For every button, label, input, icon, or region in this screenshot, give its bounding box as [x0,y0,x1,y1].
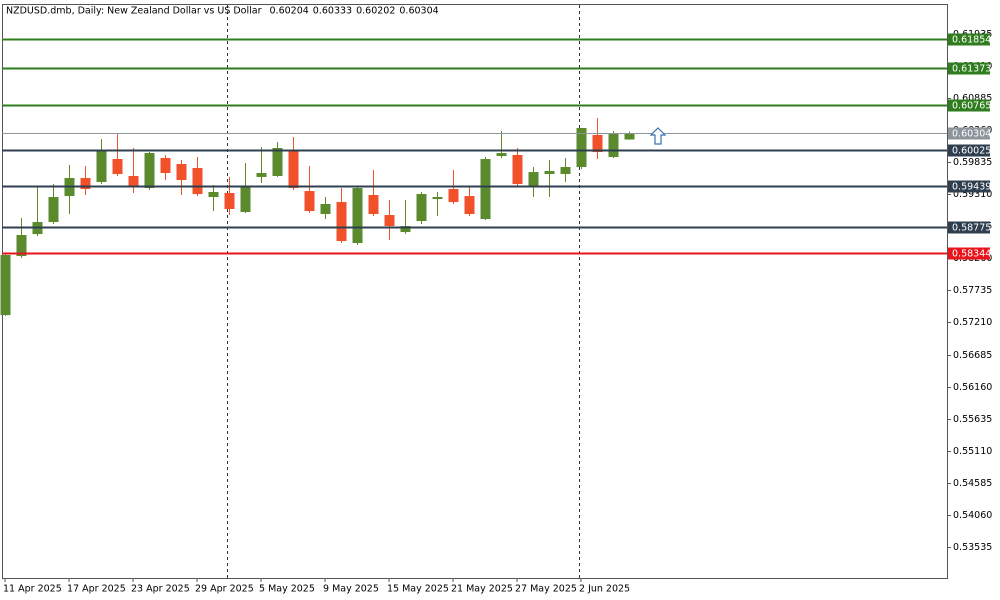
y-tick-label: 0.53535 [953,542,992,553]
candle-body [496,153,507,157]
level-label: 0.58344 [952,249,991,260]
chart-title: NZDUSD.dmb, Daily: New Zealand Dollar vs… [6,6,262,17]
candle-body [112,159,123,174]
candle-body [208,192,219,198]
level-label-box [948,33,990,46]
candle-body [432,197,443,200]
candle-body [608,134,619,158]
level-label: 0.61373 [952,64,991,75]
candle-body [336,202,347,242]
candle-body [176,164,187,181]
candle-body [592,135,603,152]
candle-body [352,188,363,244]
level-label-box [948,221,990,234]
header-value: 0.60333 [313,6,352,17]
x-tick-label: 23 Apr 2025 [131,584,190,595]
candle-body [512,154,523,185]
level-label: 0.61854 [952,35,991,46]
candle-body [464,196,475,215]
x-tick-label: 11 Apr 2025 [3,584,62,595]
candle-body [96,151,107,182]
y-tick-label: 0.55635 [953,414,992,425]
candle-body [160,157,171,174]
candle-body [224,192,235,209]
candle-body [0,255,11,316]
candle-body [80,178,91,190]
candle-body [192,168,203,195]
x-tick-label: 5 May 2025 [259,584,315,595]
x-tick-label: 27 May 2025 [515,584,577,595]
header-value: 0.60204 [270,6,309,17]
candle-body [544,170,555,174]
header-value: 0.60304 [399,6,438,17]
level-label: 0.60304 [952,129,991,140]
candle-body [288,150,299,189]
level-label: 0.60765 [952,101,991,112]
level-label-box [948,99,990,112]
level-label-box [948,62,990,75]
x-tick-label: 15 May 2025 [387,584,449,595]
candle-body [480,159,491,220]
candle-body [576,127,587,168]
candle-body [256,173,267,177]
candle-body [448,189,459,203]
candle-body [320,203,331,215]
x-tick-label: 17 Apr 2025 [67,584,126,595]
level-label: 0.58775 [952,223,991,234]
candle-body [624,133,635,140]
candle-body [144,153,155,189]
level-label-box [948,144,990,157]
x-tick-label: 29 Apr 2025 [195,584,254,595]
candle-body [240,186,251,212]
candle-body [272,148,283,177]
plot-layer: 0.53535 0.54060 0.54585 0.55110 0.55635 0.561… [0,29,992,595]
candle-body [384,215,395,227]
level-label-box [948,127,990,140]
level-label: 0.60025 [952,146,991,157]
y-tick-label: 0.54585 [953,478,992,489]
candle-body [16,235,27,257]
candle-body [560,167,571,174]
y-tick-label: 0.59835 [953,157,992,168]
y-tick-label: 0.54060 [953,510,992,521]
y-tick-label: 0.57210 [953,317,992,328]
level-label: 0.59439 [952,182,991,193]
y-tick-label: 0.55110 [953,446,992,457]
buy-arrow-icon [649,127,667,145]
y-tick-label: 0.59310 [953,189,992,200]
candle-body [48,197,59,223]
x-tick-label: 21 May 2025 [451,584,513,595]
level-label-box [948,247,990,260]
x-tick-label: 2 Jun 2025 [579,584,630,595]
y-tick-label: 0.56685 [953,350,992,361]
candle-body [400,226,411,233]
y-tick-label: 0.57735 [953,285,992,296]
candle-body [416,194,427,222]
candle-body [304,191,315,212]
header-value: 0.60202 [356,6,395,17]
candle-body [528,172,539,188]
x-tick-label: 9 May 2025 [323,584,379,595]
y-tick-label: 0.56160 [953,382,992,393]
candle-body [368,195,379,215]
candle-body [128,176,139,187]
level-label-box [948,180,990,193]
y-tick-label: 0.60885 [953,93,992,104]
